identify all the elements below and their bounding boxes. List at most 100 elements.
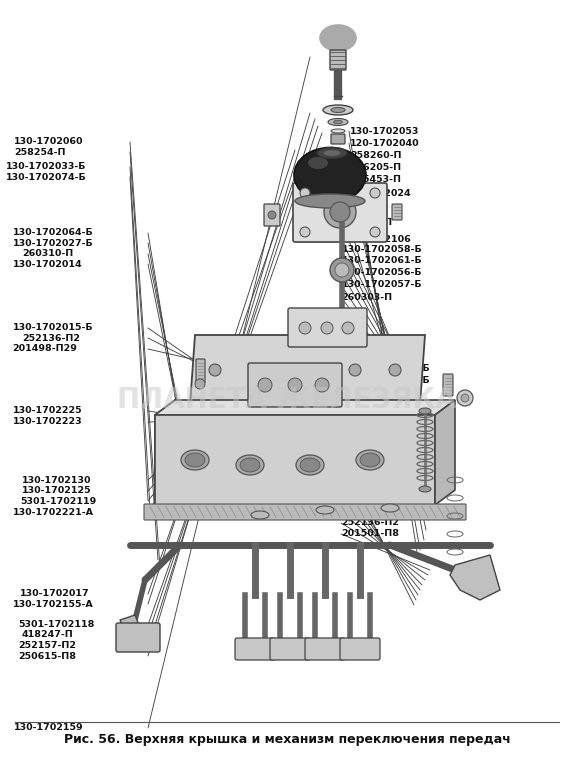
Ellipse shape xyxy=(236,455,264,475)
Polygon shape xyxy=(450,555,500,600)
Text: 130-1702125: 130-1702125 xyxy=(22,486,91,495)
Text: 130-1702225: 130-1702225 xyxy=(13,406,82,415)
Text: 252157-П2: 252157-П2 xyxy=(18,641,76,650)
Text: 130-1702064-Б: 130-1702064-Б xyxy=(13,228,93,237)
Ellipse shape xyxy=(323,149,341,156)
Text: 5301-1702119: 5301-1702119 xyxy=(20,497,96,506)
Polygon shape xyxy=(155,415,435,505)
Text: 252136-П2: 252136-П2 xyxy=(22,334,80,343)
Text: 131-3710136-Б: 131-3710136-Б xyxy=(350,376,430,385)
Circle shape xyxy=(335,263,349,277)
Polygon shape xyxy=(120,615,145,645)
Text: Рис. 56. Верхняя крышка и механизм переключения передач: Рис. 56. Верхняя крышка и механизм перек… xyxy=(64,734,510,747)
Text: 5301-1702118: 5301-1702118 xyxy=(18,620,95,629)
Text: 130-1702024: 130-1702024 xyxy=(342,189,411,198)
Ellipse shape xyxy=(308,157,328,169)
Circle shape xyxy=(324,196,356,228)
Text: 130-1702171-А: 130-1702171-А xyxy=(342,407,422,416)
Text: 130-1702173: 130-1702173 xyxy=(342,465,411,474)
Text: 258254-П: 258254-П xyxy=(14,148,66,157)
Ellipse shape xyxy=(331,107,345,113)
Ellipse shape xyxy=(316,506,334,514)
Circle shape xyxy=(389,364,401,376)
FancyBboxPatch shape xyxy=(116,623,160,652)
Polygon shape xyxy=(190,335,425,405)
Text: 130-1702165-Б: 130-1702165-Б xyxy=(342,507,422,517)
FancyBboxPatch shape xyxy=(293,183,387,242)
Text: 120-1702106: 120-1702106 xyxy=(342,235,412,244)
Text: 130-1702060: 130-1702060 xyxy=(14,137,84,146)
FancyBboxPatch shape xyxy=(196,359,205,383)
Ellipse shape xyxy=(185,453,205,467)
Text: 130-1702155-А: 130-1702155-А xyxy=(13,600,94,609)
FancyBboxPatch shape xyxy=(305,638,345,660)
Ellipse shape xyxy=(295,194,365,208)
Text: 130-1702057-Б: 130-1702057-Б xyxy=(342,280,422,290)
Text: 201501-П8: 201501-П8 xyxy=(342,529,400,538)
Text: 130-1702130: 130-1702130 xyxy=(22,475,91,485)
Text: 131-3710152-Б: 131-3710152-Б xyxy=(350,363,430,373)
Text: 130-1702027-Б: 130-1702027-Б xyxy=(13,239,93,248)
Circle shape xyxy=(330,202,350,222)
Ellipse shape xyxy=(356,450,384,470)
Circle shape xyxy=(349,364,361,376)
Text: 130-1702015-Б: 130-1702015-Б xyxy=(13,323,93,332)
Text: 130-1702175: 130-1702175 xyxy=(342,454,411,463)
Ellipse shape xyxy=(360,453,380,467)
Polygon shape xyxy=(155,400,455,415)
Ellipse shape xyxy=(333,120,343,123)
FancyBboxPatch shape xyxy=(248,363,342,407)
FancyBboxPatch shape xyxy=(235,638,275,660)
Circle shape xyxy=(300,227,310,237)
FancyBboxPatch shape xyxy=(443,374,453,396)
Ellipse shape xyxy=(240,458,260,472)
Text: 130-1702061-Б: 130-1702061-Б xyxy=(342,256,422,265)
FancyBboxPatch shape xyxy=(392,204,402,220)
Text: 252136-П2: 252136-П2 xyxy=(342,486,400,495)
Ellipse shape xyxy=(328,119,348,126)
Text: 120-1702040: 120-1702040 xyxy=(350,139,420,148)
Text: 130-1702074-Б: 130-1702074-Б xyxy=(6,173,86,182)
Ellipse shape xyxy=(181,450,209,470)
Ellipse shape xyxy=(300,458,320,472)
Polygon shape xyxy=(155,400,175,505)
Circle shape xyxy=(258,378,272,392)
Text: 258260-П: 258260-П xyxy=(350,151,402,160)
Text: 306205-П: 306205-П xyxy=(350,163,401,172)
Ellipse shape xyxy=(317,148,347,158)
Circle shape xyxy=(457,390,473,406)
Circle shape xyxy=(299,322,311,334)
FancyBboxPatch shape xyxy=(264,204,280,226)
Text: 130-1702056-Б: 130-1702056-Б xyxy=(342,268,422,277)
FancyBboxPatch shape xyxy=(340,638,380,660)
Text: 250615-П8: 250615-П8 xyxy=(18,652,76,661)
Circle shape xyxy=(288,378,302,392)
Circle shape xyxy=(300,188,310,198)
Circle shape xyxy=(268,211,276,219)
Text: 306203-П: 306203-П xyxy=(342,218,393,227)
Ellipse shape xyxy=(419,408,431,414)
FancyBboxPatch shape xyxy=(144,504,466,520)
Text: 130-1702033-Б: 130-1702033-Б xyxy=(6,162,86,171)
Ellipse shape xyxy=(381,504,399,512)
Circle shape xyxy=(249,364,261,376)
Circle shape xyxy=(195,379,205,389)
Circle shape xyxy=(299,364,311,376)
Text: 418247-П: 418247-П xyxy=(22,630,73,639)
Circle shape xyxy=(370,227,380,237)
Ellipse shape xyxy=(419,486,431,492)
Text: 250512-П29: 250512-П29 xyxy=(342,475,406,485)
Text: 130-1702223: 130-1702223 xyxy=(13,417,82,426)
Ellipse shape xyxy=(320,25,356,51)
Circle shape xyxy=(461,394,469,402)
FancyBboxPatch shape xyxy=(330,50,346,70)
Text: 130-1702169: 130-1702169 xyxy=(342,497,412,506)
Text: 130-1702221-А: 130-1702221-А xyxy=(13,507,94,517)
Text: 130-1702159: 130-1702159 xyxy=(14,723,84,732)
Text: ПЛАНЕТА ЖЕЛЕЗЯКА: ПЛАНЕТА ЖЕЛЕЗЯКА xyxy=(117,386,457,414)
Text: 307908-П: 307908-П xyxy=(342,431,393,440)
FancyBboxPatch shape xyxy=(288,308,367,347)
Text: 260310-П: 260310-П xyxy=(22,249,73,258)
FancyBboxPatch shape xyxy=(270,638,310,660)
Circle shape xyxy=(342,322,354,334)
